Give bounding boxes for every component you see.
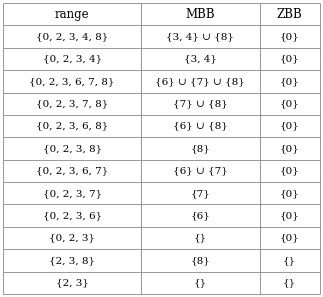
Text: {0, 2, 3, 4}: {0, 2, 3, 4} [43,54,102,64]
Text: MBB: MBB [185,8,215,21]
Text: {6} ∪ {7} ∪ {8}: {6} ∪ {7} ∪ {8} [155,77,245,86]
Text: {0}: {0} [280,121,299,131]
Text: {0, 2, 3, 7}: {0, 2, 3, 7} [43,189,102,198]
Text: {0, 2, 3}: {0, 2, 3} [49,233,95,243]
Text: {6}: {6} [190,211,210,220]
Text: {0, 2, 3, 4, 8}: {0, 2, 3, 4, 8} [36,32,108,41]
Text: {6} ∪ {7}: {6} ∪ {7} [173,166,228,176]
Text: {0}: {0} [280,77,299,86]
Text: {0}: {0} [280,99,299,108]
Text: ZBB: ZBB [277,8,303,21]
Text: {0}: {0} [280,54,299,64]
Text: {}: {} [194,278,207,287]
Text: range: range [55,8,89,21]
Text: {0}: {0} [280,32,299,41]
Text: {0, 2, 3, 6, 7, 8}: {0, 2, 3, 6, 7, 8} [29,77,115,86]
Text: {0}: {0} [280,166,299,176]
Text: {7}: {7} [190,189,210,198]
Text: {0}: {0} [280,144,299,153]
Text: {3, 4}: {3, 4} [184,54,217,64]
Text: {0, 2, 3, 6, 7}: {0, 2, 3, 6, 7} [36,166,108,176]
Text: {0, 2, 3, 6, 8}: {0, 2, 3, 6, 8} [36,121,108,131]
Text: {0}: {0} [280,189,299,198]
Text: {6} ∪ {8}: {6} ∪ {8} [173,121,228,131]
Text: {8}: {8} [190,144,210,153]
Text: {0, 2, 3, 8}: {0, 2, 3, 8} [43,144,102,153]
Text: {}: {} [194,233,207,243]
Text: {}: {} [283,278,296,287]
Text: {8}: {8} [190,256,210,265]
Text: {2, 3, 8}: {2, 3, 8} [49,256,95,265]
Text: {7} ∪ {8}: {7} ∪ {8} [173,99,228,108]
Text: {0, 2, 3, 6}: {0, 2, 3, 6} [43,211,102,220]
Text: {0, 2, 3, 7, 8}: {0, 2, 3, 7, 8} [36,99,108,108]
Text: {3, 4} ∪ {8}: {3, 4} ∪ {8} [166,32,234,41]
Text: {0}: {0} [280,233,299,243]
Text: {0}: {0} [280,211,299,220]
Text: {2, 3}: {2, 3} [56,278,89,287]
Text: {}: {} [283,256,296,265]
